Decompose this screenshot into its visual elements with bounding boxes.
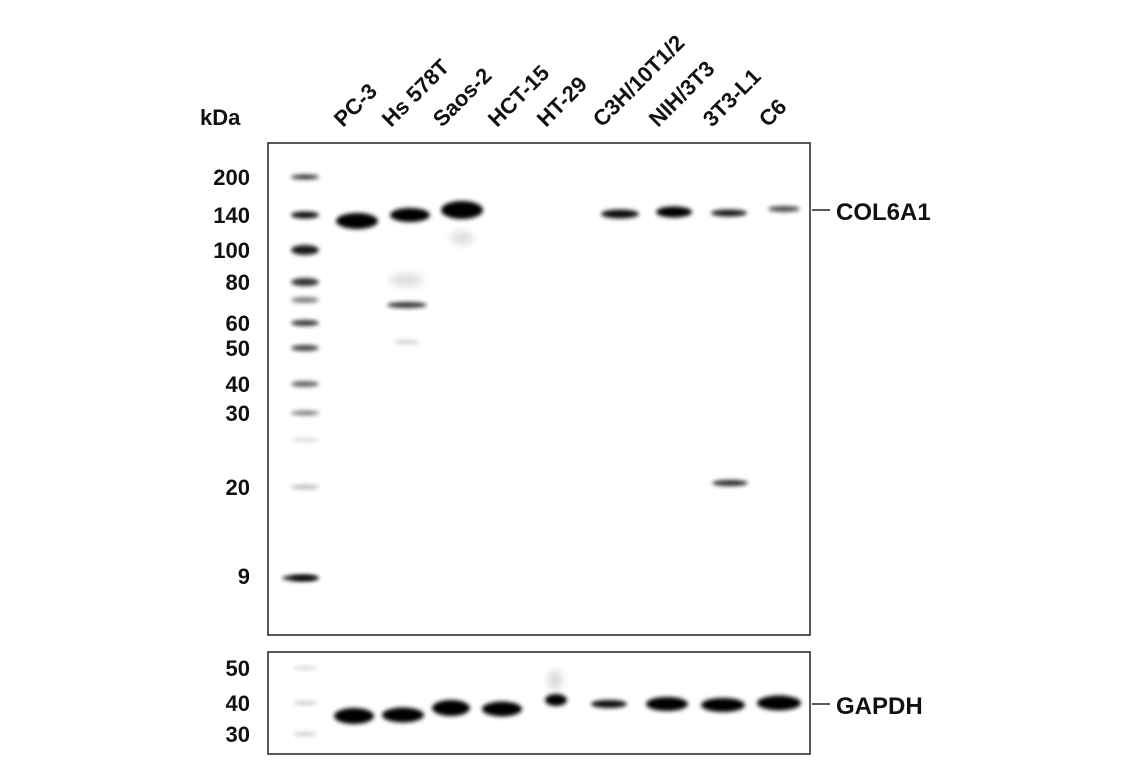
band bbox=[293, 666, 317, 670]
band bbox=[711, 209, 747, 217]
band bbox=[591, 700, 627, 708]
band bbox=[387, 302, 427, 308]
band bbox=[291, 320, 319, 326]
band bbox=[293, 701, 317, 705]
marker-label: 140 bbox=[213, 203, 250, 228]
band bbox=[334, 708, 374, 724]
band bbox=[390, 273, 424, 287]
band bbox=[701, 698, 745, 712]
band bbox=[390, 208, 430, 222]
band bbox=[291, 278, 319, 286]
col6a1-label: COL6A1 bbox=[836, 199, 931, 226]
gapdh-label: GAPDH bbox=[836, 693, 923, 720]
lane-label: C6 bbox=[754, 94, 792, 132]
band bbox=[291, 381, 319, 387]
marker-label: 80 bbox=[226, 270, 250, 295]
lane-label: PC-3 bbox=[329, 78, 382, 131]
marker-label: 30 bbox=[226, 401, 250, 426]
lane-labels: PC-3Hs 578TSaos-2HCT-15HT-29C3H/10T1/2NI… bbox=[329, 30, 792, 132]
band bbox=[768, 206, 800, 212]
marker-label: 50 bbox=[226, 656, 250, 681]
marker-label: 9 bbox=[238, 564, 250, 589]
band bbox=[441, 201, 483, 219]
band bbox=[482, 701, 522, 717]
marker-label: 20 bbox=[226, 475, 250, 500]
marker-label: 40 bbox=[226, 691, 250, 716]
band bbox=[291, 174, 319, 180]
band bbox=[712, 480, 748, 486]
marker-label: 100 bbox=[213, 238, 250, 263]
band bbox=[382, 707, 424, 723]
band bbox=[601, 209, 639, 219]
bottom-markers: 50 40 30 bbox=[226, 656, 250, 747]
band bbox=[291, 211, 319, 219]
kda-label: kDa bbox=[200, 105, 241, 130]
band bbox=[548, 670, 562, 690]
band bbox=[545, 694, 567, 706]
band bbox=[291, 245, 319, 255]
band bbox=[646, 697, 688, 711]
band bbox=[291, 484, 319, 490]
band bbox=[336, 213, 378, 229]
bottom-blot-panel bbox=[267, 651, 811, 755]
marker-label: 200 bbox=[213, 165, 250, 190]
marker-label: 30 bbox=[226, 722, 250, 747]
band bbox=[656, 206, 692, 218]
band bbox=[757, 695, 801, 711]
band bbox=[394, 340, 420, 344]
band bbox=[291, 297, 319, 303]
band bbox=[293, 732, 317, 736]
band bbox=[282, 575, 318, 581]
band bbox=[291, 345, 319, 351]
marker-label: 60 bbox=[226, 311, 250, 336]
band bbox=[291, 410, 319, 416]
band bbox=[291, 438, 319, 442]
bands bbox=[282, 174, 801, 736]
band bbox=[450, 231, 474, 245]
marker-label: 50 bbox=[226, 336, 250, 361]
band bbox=[432, 700, 470, 716]
marker-label: 40 bbox=[226, 372, 250, 397]
